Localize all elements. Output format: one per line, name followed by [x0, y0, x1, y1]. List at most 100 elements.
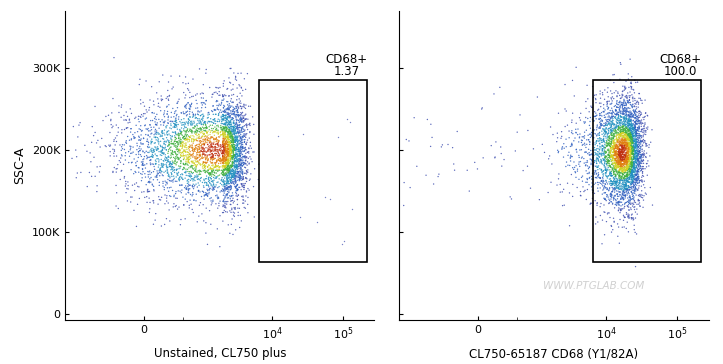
- Point: [220, 162, 231, 168]
- Point: [180, 135, 192, 141]
- Point: [223, 156, 235, 162]
- Point: [186, 163, 197, 169]
- Point: [552, 147, 563, 153]
- Point: [630, 149, 641, 155]
- Point: [173, 116, 184, 122]
- Point: [610, 151, 622, 157]
- Point: [134, 97, 146, 103]
- Point: [226, 126, 238, 132]
- Point: [621, 112, 633, 118]
- Point: [221, 167, 232, 173]
- Point: [627, 114, 638, 119]
- Point: [232, 149, 244, 154]
- Point: [200, 164, 211, 170]
- Point: [584, 152, 596, 158]
- Point: [612, 161, 624, 167]
- Point: [609, 150, 621, 156]
- Point: [114, 142, 126, 148]
- Point: [218, 145, 229, 151]
- Point: [223, 146, 235, 152]
- Point: [576, 155, 587, 161]
- Point: [621, 150, 633, 155]
- Point: [622, 169, 633, 175]
- Point: [223, 152, 235, 158]
- Point: [217, 137, 228, 143]
- Point: [202, 136, 213, 142]
- Point: [231, 145, 242, 151]
- Point: [236, 144, 248, 150]
- Point: [618, 111, 630, 117]
- Point: [193, 141, 205, 147]
- Point: [168, 149, 180, 154]
- Point: [218, 142, 230, 147]
- Point: [633, 104, 644, 110]
- Point: [133, 114, 145, 119]
- Point: [221, 166, 233, 172]
- Point: [221, 183, 232, 189]
- Point: [219, 147, 231, 153]
- Point: [194, 138, 205, 144]
- Point: [163, 98, 174, 103]
- Point: [628, 144, 640, 150]
- Point: [614, 158, 625, 164]
- Point: [179, 153, 190, 159]
- Point: [225, 163, 236, 169]
- Point: [205, 139, 216, 145]
- Point: [222, 178, 234, 184]
- Point: [72, 134, 84, 140]
- Point: [206, 155, 218, 161]
- Point: [231, 135, 243, 141]
- Point: [181, 126, 193, 132]
- Point: [606, 229, 617, 235]
- Point: [632, 137, 643, 143]
- Point: [159, 108, 171, 114]
- Point: [201, 130, 213, 136]
- Point: [239, 155, 250, 161]
- Point: [179, 143, 190, 149]
- Point: [222, 199, 234, 205]
- Point: [223, 132, 235, 138]
- Point: [630, 109, 642, 115]
- Point: [610, 108, 622, 114]
- Point: [85, 150, 96, 156]
- Point: [204, 187, 215, 193]
- Point: [172, 140, 184, 146]
- Point: [606, 173, 617, 178]
- Point: [231, 131, 242, 136]
- Point: [616, 168, 628, 174]
- Point: [612, 199, 624, 205]
- Point: [228, 162, 239, 168]
- Point: [213, 103, 224, 108]
- Point: [91, 189, 103, 194]
- Point: [153, 197, 165, 202]
- Point: [149, 166, 161, 172]
- Point: [628, 153, 640, 159]
- Point: [594, 175, 606, 181]
- Point: [220, 121, 231, 127]
- Point: [591, 174, 602, 180]
- Point: [626, 170, 638, 175]
- Point: [238, 115, 249, 121]
- Point: [592, 173, 604, 178]
- Point: [232, 157, 244, 163]
- Point: [194, 162, 206, 167]
- Point: [227, 144, 239, 150]
- Point: [227, 159, 239, 165]
- Point: [620, 145, 632, 150]
- Point: [588, 162, 599, 168]
- Point: [173, 148, 184, 154]
- Point: [231, 135, 242, 141]
- Point: [612, 151, 624, 157]
- Point: [132, 183, 144, 189]
- Point: [236, 138, 247, 144]
- Point: [210, 136, 221, 142]
- Point: [623, 123, 634, 128]
- Point: [170, 123, 181, 128]
- Point: [615, 203, 627, 209]
- Point: [119, 147, 130, 153]
- Point: [636, 188, 648, 194]
- Point: [231, 145, 242, 151]
- Point: [607, 180, 619, 186]
- Point: [621, 115, 633, 121]
- Point: [228, 126, 239, 132]
